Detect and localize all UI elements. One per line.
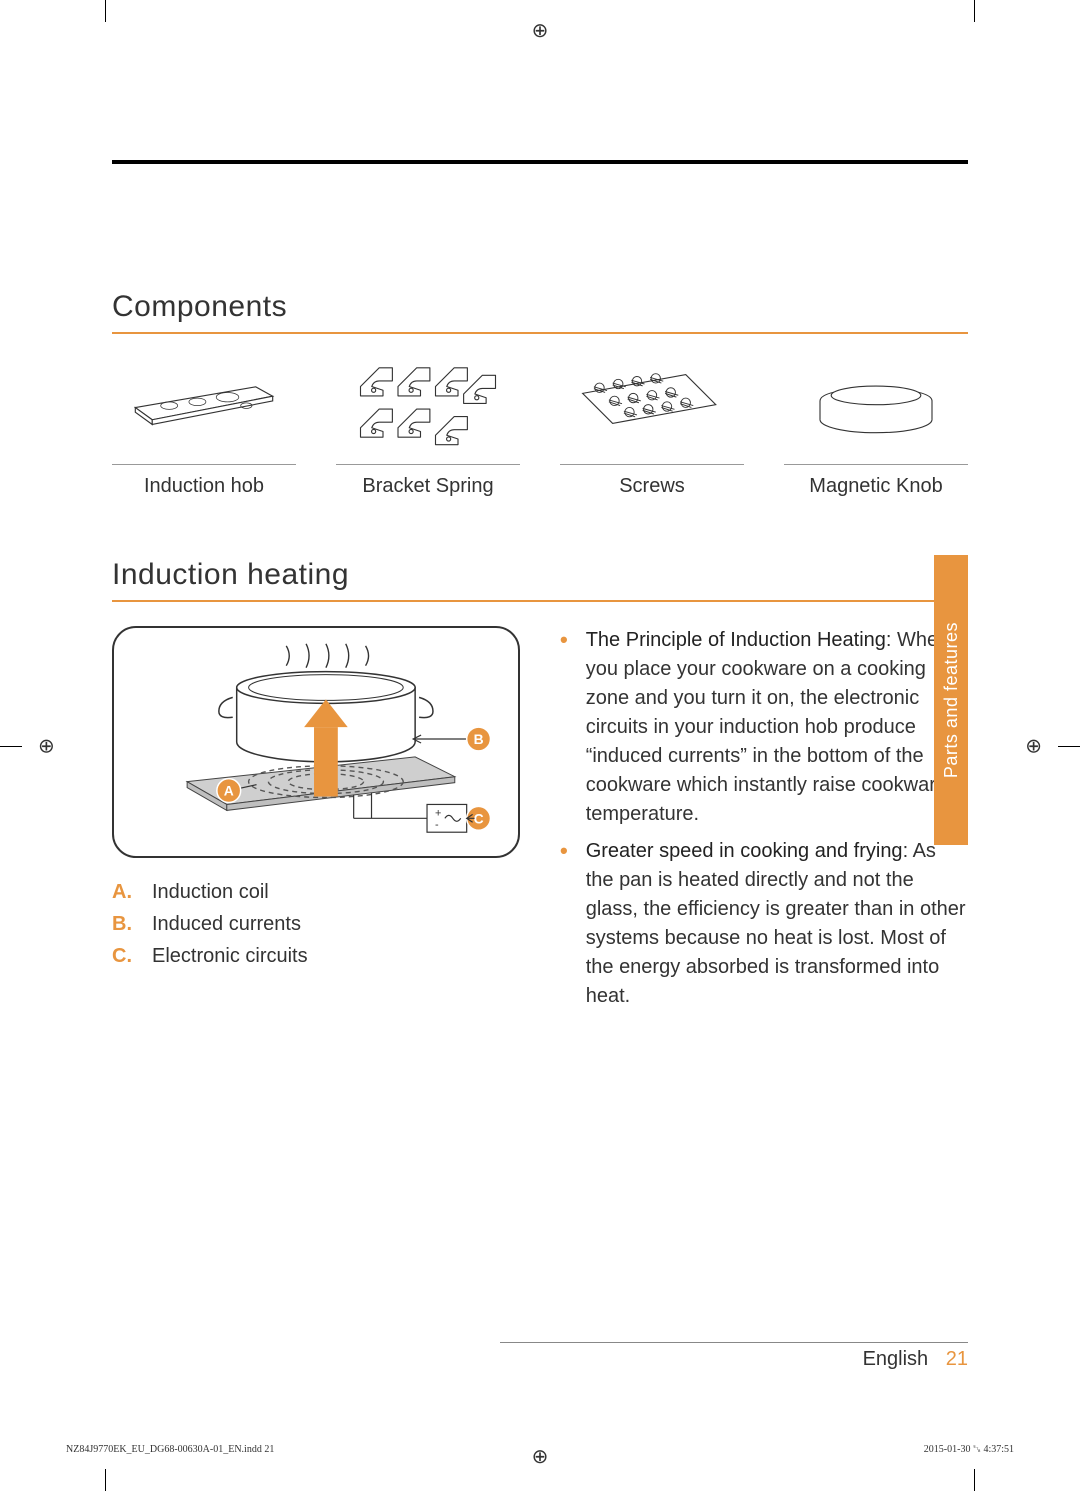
crop-mark: [974, 1469, 975, 1491]
side-tab-label: Parts and features: [941, 622, 962, 778]
legend-key: B.: [112, 908, 136, 940]
legend-list: A. Induction coil B. Induced currents C. El…: [112, 876, 520, 972]
bullet-item: • The Principle of Induction Heating: Wh…: [560, 626, 968, 829]
diagram-marker-c: C: [474, 810, 484, 826]
component-bracket-spring: Bracket Spring: [336, 358, 520, 498]
crop-mark: [1058, 746, 1080, 747]
footer-datetime: 2015-01-30 ␗ 4:37:51: [924, 1444, 1014, 1455]
magnetic-knob-icon: [806, 373, 946, 438]
component-magnetic-knob: Magnetic Knob: [784, 358, 968, 498]
diagram-marker-a: A: [224, 783, 234, 799]
bottom-rule: [500, 1342, 968, 1343]
registration-mark-icon: ⊕: [1025, 733, 1042, 758]
registration-mark-icon: ⊕: [38, 733, 55, 758]
induction-hob-icon: [124, 368, 284, 443]
side-tab: Parts and features: [934, 555, 968, 845]
language-label: English: [863, 1348, 929, 1370]
component-screws: Screws: [560, 358, 744, 498]
component-induction-hob: Induction hob: [112, 358, 296, 498]
component-label: Bracket Spring: [336, 475, 520, 498]
component-label: Screws: [560, 475, 744, 498]
crop-mark: [105, 0, 106, 22]
legend-key: A.: [112, 876, 136, 908]
legend-text: Induced currents: [152, 908, 301, 940]
section-title-heating: Induction heating: [112, 558, 968, 602]
bullet-dot-icon: •: [560, 626, 568, 829]
bullet-item: • Greater speed in cooking and frying: A…: [560, 837, 968, 1011]
legend-text: Induction coil: [152, 876, 269, 908]
legend-text: Electronic circuits: [152, 940, 308, 972]
page-number: 21: [946, 1348, 968, 1370]
induction-diagram: + - A B C: [112, 626, 520, 858]
crop-mark: [0, 746, 22, 747]
component-label: Magnetic Knob: [784, 475, 968, 498]
section-title-components: Components: [112, 290, 968, 334]
bullet-dot-icon: •: [560, 837, 568, 1011]
bracket-spring-icon: [353, 364, 503, 448]
legend-key: C.: [112, 940, 136, 972]
svg-text:+: +: [435, 807, 441, 819]
footer-language: English 21: [863, 1348, 968, 1371]
registration-mark-icon: ⊕: [532, 18, 549, 43]
bullet-lead: The Principle of Induction Heating: [586, 629, 886, 651]
crop-mark: [974, 0, 975, 22]
registration-mark-icon: ⊕: [532, 1444, 549, 1469]
svg-text:-: -: [435, 819, 439, 831]
diagram-marker-b: B: [474, 731, 484, 747]
bullet-body: : When you place your cookware on a cook…: [586, 629, 961, 825]
bullet-lead: Greater speed in cooking and frying: [586, 840, 903, 862]
screws-icon: [577, 369, 727, 444]
crop-mark: [105, 1469, 106, 1491]
footer-filename: NZ84J9770EK_EU_DG68-00630A-01_EN.indd 21: [66, 1444, 274, 1455]
component-label: Induction hob: [112, 475, 296, 498]
bullet-body: : As the pan is heated directly and not …: [586, 840, 966, 1007]
components-grid: Induction hob Bracket Spring: [112, 358, 968, 498]
